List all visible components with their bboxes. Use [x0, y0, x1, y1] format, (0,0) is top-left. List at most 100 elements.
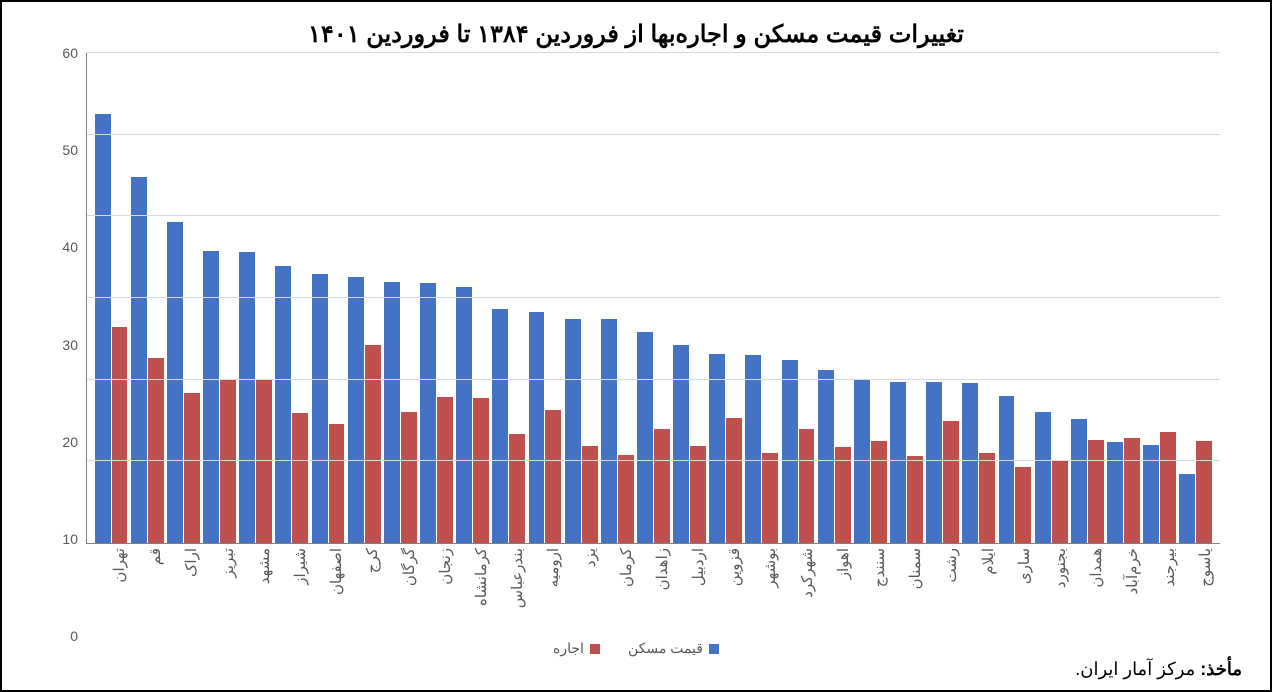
bar-housing_price: [890, 382, 906, 543]
legend-item-housing_price: قیمت مسکن: [628, 640, 719, 657]
bar-rent: [799, 429, 815, 543]
x-axis-label: اصفهان: [309, 544, 345, 636]
x-axis-label: بوشهر: [743, 544, 779, 636]
bar-housing_price: [854, 380, 870, 543]
bar-housing_price: [492, 309, 508, 543]
bar-group: [672, 53, 708, 543]
bar-rent: [618, 455, 634, 543]
y-tick-label: 50: [62, 142, 78, 158]
bar-housing_price: [1035, 412, 1051, 543]
bar-group: [418, 53, 454, 543]
x-axis-label: بیرجند: [1141, 544, 1177, 636]
bar-housing_price: [565, 319, 581, 543]
bar-group: [780, 53, 816, 543]
source-text: مرکز آمار ایران.: [1075, 659, 1195, 679]
bar-housing_price: [275, 266, 291, 543]
bar-group: [274, 53, 310, 543]
x-axis-label: خرم‌آباد: [1105, 544, 1141, 636]
x-axis-label: زاهدان: [635, 544, 671, 636]
y-tick-label: 0: [70, 628, 78, 644]
x-axis-label: ساری: [997, 544, 1033, 636]
legend-label: قیمت مسکن: [628, 640, 703, 657]
x-axis-label: اراک: [164, 544, 200, 636]
x-axis-label: یاسوج: [1178, 544, 1214, 636]
bar-rent: [292, 413, 308, 543]
bar-housing_price: [818, 370, 834, 543]
chart-title: تغییرات قیمت مسکن و اجاره‌بها از فروردین…: [22, 20, 1250, 49]
bar-group: [961, 53, 997, 543]
bar-rent: [726, 418, 742, 543]
x-axis-label: سنندج: [852, 544, 888, 636]
gridline: [87, 379, 1220, 380]
bar-group: [997, 53, 1033, 543]
bar-housing_price: [203, 251, 219, 543]
bar-group: [852, 53, 888, 543]
bar-housing_price: [529, 312, 545, 543]
bar-housing_price: [1107, 442, 1123, 543]
x-axis-label: بندرعباس: [490, 544, 526, 636]
bar-housing_price: [999, 396, 1015, 543]
bar-rent: [437, 397, 453, 543]
bar-rent: [112, 327, 128, 543]
x-axis-label: کرمانشاه: [454, 544, 490, 636]
bar-group: [1142, 53, 1178, 543]
legend-item-rent: اجاره: [553, 640, 600, 657]
legend: قیمت مسکن اجاره: [22, 636, 1250, 659]
bar-housing_price: [456, 287, 472, 543]
bar-group: [382, 53, 418, 543]
x-axis-label: همدان: [1069, 544, 1105, 636]
gridline: [87, 52, 1220, 53]
x-axis-label: کرج: [345, 544, 381, 636]
x-axis-label: تهران: [92, 544, 128, 636]
y-axis: 0102030405060: [52, 53, 86, 636]
gridline: [87, 297, 1220, 298]
bar-housing_price: [1071, 419, 1087, 543]
bar-housing_price: [384, 282, 400, 543]
source-label: مأخذ:: [1200, 659, 1242, 679]
bar-group: [238, 53, 274, 543]
y-tick-label: 30: [62, 337, 78, 353]
bar-group: [1033, 53, 1069, 543]
bar-rent: [979, 453, 995, 543]
bar-group: [1178, 53, 1214, 543]
bar-group: [599, 53, 635, 543]
y-tick-label: 20: [62, 434, 78, 450]
bar-group: [816, 53, 852, 543]
x-axis-label: قم: [128, 544, 164, 636]
bar-group: [708, 53, 744, 543]
bar-rent: [871, 441, 887, 543]
x-axis-label: کرمان: [599, 544, 635, 636]
bar-housing_price: [131, 177, 147, 543]
bar-housing_price: [601, 319, 617, 543]
x-axis-label: تبریز: [201, 544, 237, 636]
bar-housing_price: [637, 332, 653, 543]
bar-rent: [401, 412, 417, 543]
y-tick-label: 60: [62, 45, 78, 61]
chart-area: 0102030405060 تهرانقماراکتبریزمشهدشیرازا…: [22, 53, 1250, 636]
bar-group: [744, 53, 780, 543]
bar-group: [1105, 53, 1141, 543]
bar-rent: [1196, 441, 1212, 543]
x-axis-labels: تهرانقماراکتبریزمشهدشیرازاصفهانکرجگرگانز…: [86, 544, 1220, 636]
bar-rent: [365, 345, 381, 543]
bar-rent: [509, 434, 525, 543]
bars-container: [87, 53, 1220, 543]
source-line: مأخذ: مرکز آمار ایران.: [22, 659, 1250, 680]
x-axis-label: ایلام: [961, 544, 997, 636]
y-tick-label: 40: [62, 239, 78, 255]
bar-rent: [1088, 440, 1104, 543]
x-axis-label: مشهد: [237, 544, 273, 636]
x-axis-label: اردبیل: [671, 544, 707, 636]
bar-group: [310, 53, 346, 543]
bar-rent: [943, 421, 959, 544]
bar-group: [527, 53, 563, 543]
bar-rent: [184, 393, 200, 543]
x-axis-label: یزد: [562, 544, 598, 636]
bar-housing_price: [673, 345, 689, 543]
bar-rent: [1015, 467, 1031, 543]
bar-group: [925, 53, 961, 543]
bar-housing_price: [709, 354, 725, 543]
bar-housing_price: [420, 283, 436, 543]
legend-swatch: [590, 644, 600, 654]
bar-housing_price: [1179, 474, 1195, 543]
